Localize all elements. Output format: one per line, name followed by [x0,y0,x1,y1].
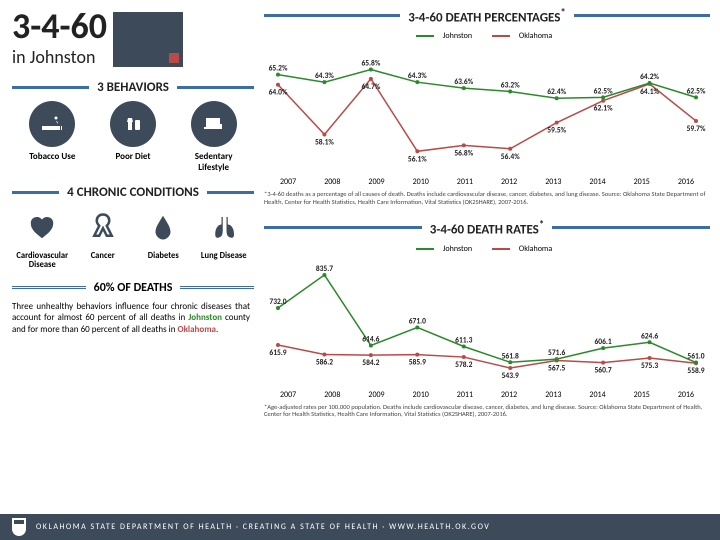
svg-text:732.0: 732.0 [269,298,286,307]
svg-text:56.8%: 56.8% [454,150,473,159]
rate-xaxis: 2007200820092010201120122013201420152016 [264,388,710,400]
svg-text:615.9: 615.9 [269,349,286,358]
lung-icon [203,206,245,248]
svg-text:614.6: 614.6 [362,335,379,344]
svg-text:62.4%: 62.4% [547,89,566,98]
svg-text:578.2: 578.2 [455,361,472,370]
svg-text:64.0%: 64.0% [269,89,288,98]
svg-text:59.5%: 59.5% [547,127,566,136]
svg-text:560.7: 560.7 [595,366,612,375]
svg-text:585.9: 585.9 [409,358,426,367]
summary-paragraph: Three unhealthy behaviors influence four… [12,301,254,336]
pct-chart: 64.0% 58.1% 64.7% 56.1% 56.8% 56.4% 59.5% 62.1%… [264,45,710,175]
svg-text:567.5: 567.5 [548,364,565,373]
tobacco-icon [29,101,75,147]
svg-text:64.3%: 64.3% [408,73,427,82]
svg-text:561.8: 561.8 [502,352,519,361]
svg-text:62.5%: 62.5% [594,88,613,97]
svg-text:58.1%: 58.1% [315,139,334,148]
sedentary-icon [191,101,237,147]
sixty-heading: 60% OF DEATHS [12,281,254,295]
svg-text:65.2%: 65.2% [269,65,288,74]
pct-chart-title-row: 3-4-60 DEATH PERCENTAGES* [264,6,710,25]
svg-text:59.7%: 59.7% [687,125,706,134]
svg-text:64.3%: 64.3% [315,73,334,82]
svg-text:624.6: 624.6 [641,332,658,341]
svg-text:575.3: 575.3 [641,362,658,371]
svg-text:56.1%: 56.1% [408,156,427,165]
pct-legend: Johnston Oklahoma [264,31,710,41]
behaviors-heading: 3 BEHAVIORS [12,80,254,95]
rate-legend: Johnston Oklahoma [264,244,710,254]
svg-text:63.6%: 63.6% [454,78,473,87]
county-title: in Johnston [12,46,107,68]
svg-text:671.0: 671.0 [409,317,426,326]
svg-text:606.1: 606.1 [595,338,612,347]
svg-text:561.0: 561.0 [687,352,704,361]
svg-text:64.1%: 64.1% [640,88,659,97]
svg-text:64.7%: 64.7% [361,83,380,92]
svg-text:584.2: 584.2 [362,359,379,368]
diet-icon [110,101,156,147]
conditions-heading: 4 CHRONIC CONDITIONS [12,185,254,200]
svg-text:543.9: 543.9 [502,372,519,381]
svg-text:63.2%: 63.2% [501,82,520,91]
behaviors-labels: Tobacco Use Poor Diet Sedentary Lifestyl… [12,151,254,173]
footer: OKLAHOMA STATE DEPARTMENT OF HEALTH · CR… [0,514,720,540]
conditions-labels: Cardiovascular Disease Cancer Diabetes L… [12,252,254,271]
main-number: 3-4-60 [12,8,107,44]
cancer-icon [82,206,124,248]
diabetes-icon [142,206,184,248]
svg-text:56.4%: 56.4% [501,153,520,162]
svg-text:64.2%: 64.2% [640,73,659,82]
svg-text:835.7: 835.7 [316,265,333,274]
pct-note: *3-4-60 deaths as a percentage of all ca… [264,191,710,206]
behaviors-icons [12,101,254,147]
svg-text:571.6: 571.6 [548,349,565,358]
pct-xaxis: 2007200820092010201120122013201420152016 [264,175,710,187]
conditions-icons [12,206,254,248]
svg-text:586.2: 586.2 [316,358,333,367]
svg-text:611.3: 611.3 [455,336,472,345]
rate-note: *Age-adjusted rates per 100,000 populati… [264,404,710,419]
rate-chart: 615.9 586.2 584.2 585.9 578.2 543.9 567.5 560.7… [264,258,710,388]
svg-text:558.9: 558.9 [687,367,704,376]
state-map-icon [113,12,183,67]
svg-text:62.1%: 62.1% [594,105,613,114]
svg-text:65.8%: 65.8% [361,60,380,69]
heart-icon [21,206,63,248]
rate-chart-title-row: 3-4-60 DEATH RATES* [264,218,710,237]
footer-logo-icon [12,518,26,536]
svg-text:62.5%: 62.5% [687,88,706,97]
